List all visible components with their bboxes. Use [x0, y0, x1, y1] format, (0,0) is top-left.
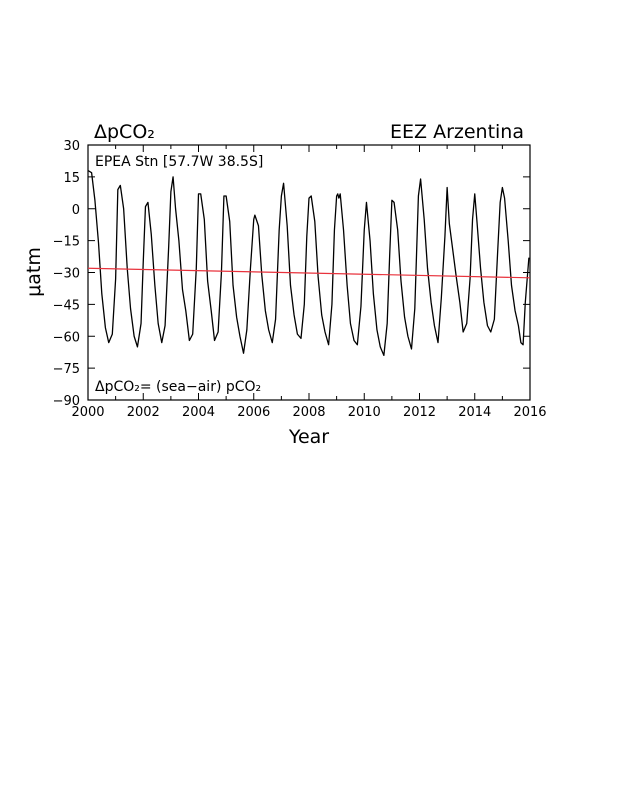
definition-annotation: ΔpCO₂= (sea−air) pCO₂	[95, 379, 261, 395]
x-tick-label: 2008	[292, 405, 325, 420]
chart-title-right: EEZ Arzentina	[390, 121, 524, 143]
y-tick-label: −90	[53, 394, 80, 409]
series-group	[87, 169, 531, 357]
series-line-dpco2	[87, 169, 530, 357]
y-tick-label: −30	[53, 267, 80, 282]
x-tick-label: 2014	[458, 405, 491, 420]
x-tick-label: 2010	[348, 405, 381, 420]
x-tick-label: 2006	[237, 405, 270, 420]
x-tick-label: 2004	[182, 405, 215, 420]
x-tick-label: 2016	[513, 405, 546, 420]
y-tick-label: −45	[53, 298, 80, 313]
series-line-trend	[87, 267, 531, 279]
y-tick-label: 30	[63, 139, 80, 154]
x-axis-label: Year	[288, 426, 329, 448]
y-tick-label: −75	[53, 362, 80, 377]
x-tick-label: 2002	[127, 405, 160, 420]
chart-title-left: ΔpCO₂	[94, 121, 155, 143]
x-tick-label: 2012	[403, 405, 436, 420]
y-tick-label: 0	[72, 203, 80, 218]
axis-tick-labels: 2000 2002 2004 2006 2008 2010 2012 2014 2016 30 15…	[53, 139, 547, 420]
y-tick-label: −15	[53, 235, 80, 250]
y-tick-label: −60	[53, 330, 80, 345]
y-tick-label: 15	[63, 171, 80, 186]
y-axis-label: μatm	[23, 247, 45, 297]
x-tick-label: 2000	[71, 405, 104, 420]
station-annotation: EPEA Stn [57.7W 38.5S]	[95, 154, 263, 170]
